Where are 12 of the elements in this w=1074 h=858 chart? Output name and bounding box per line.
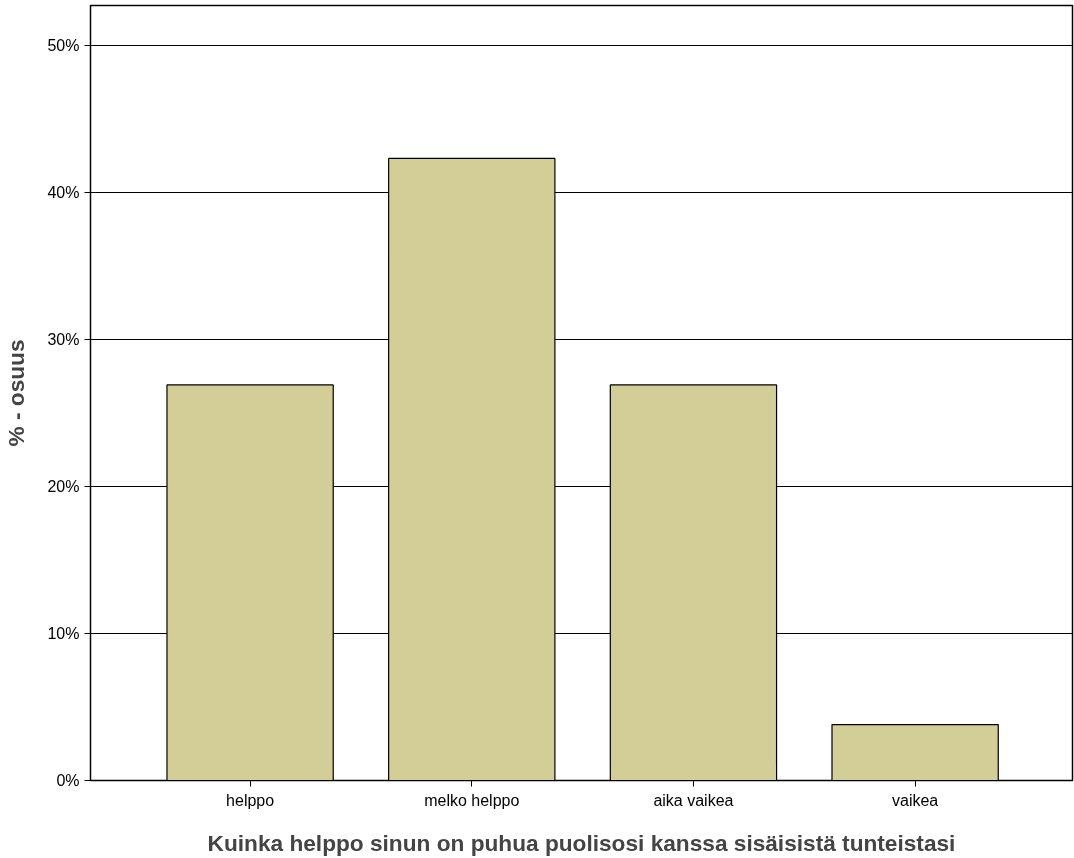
y-tick-label: 20% [47,477,80,495]
x-tick-label: aika vaikea [653,791,734,809]
y-tick-label: 40% [47,183,80,201]
y-tick-label: 50% [47,36,80,54]
x-axis-title: Kuinka helppo sinun on puhua puolisosi kanssa sisäisistä tunteistasi [207,829,956,856]
x-tick-label: melko helppo [424,791,520,809]
y-tick-label: 10% [47,624,80,642]
y-tick-label: 30% [47,330,80,348]
x-tick-label: vaikea [891,791,939,809]
y-tick-label: 0% [56,772,80,789]
x-tick-label: helppo [226,791,275,809]
y-axis-title: % - osuus [3,339,30,447]
